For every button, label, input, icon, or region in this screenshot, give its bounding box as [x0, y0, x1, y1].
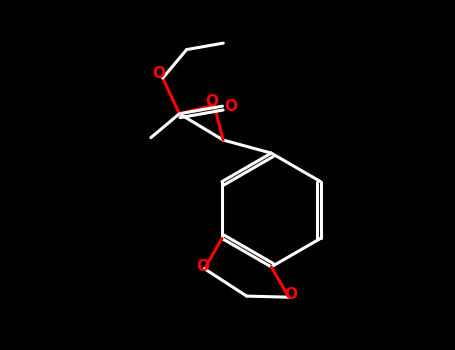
Text: O: O — [224, 99, 237, 114]
Text: O: O — [284, 287, 298, 302]
Text: O: O — [206, 94, 218, 109]
Text: O: O — [152, 66, 165, 81]
Text: O: O — [196, 259, 209, 274]
